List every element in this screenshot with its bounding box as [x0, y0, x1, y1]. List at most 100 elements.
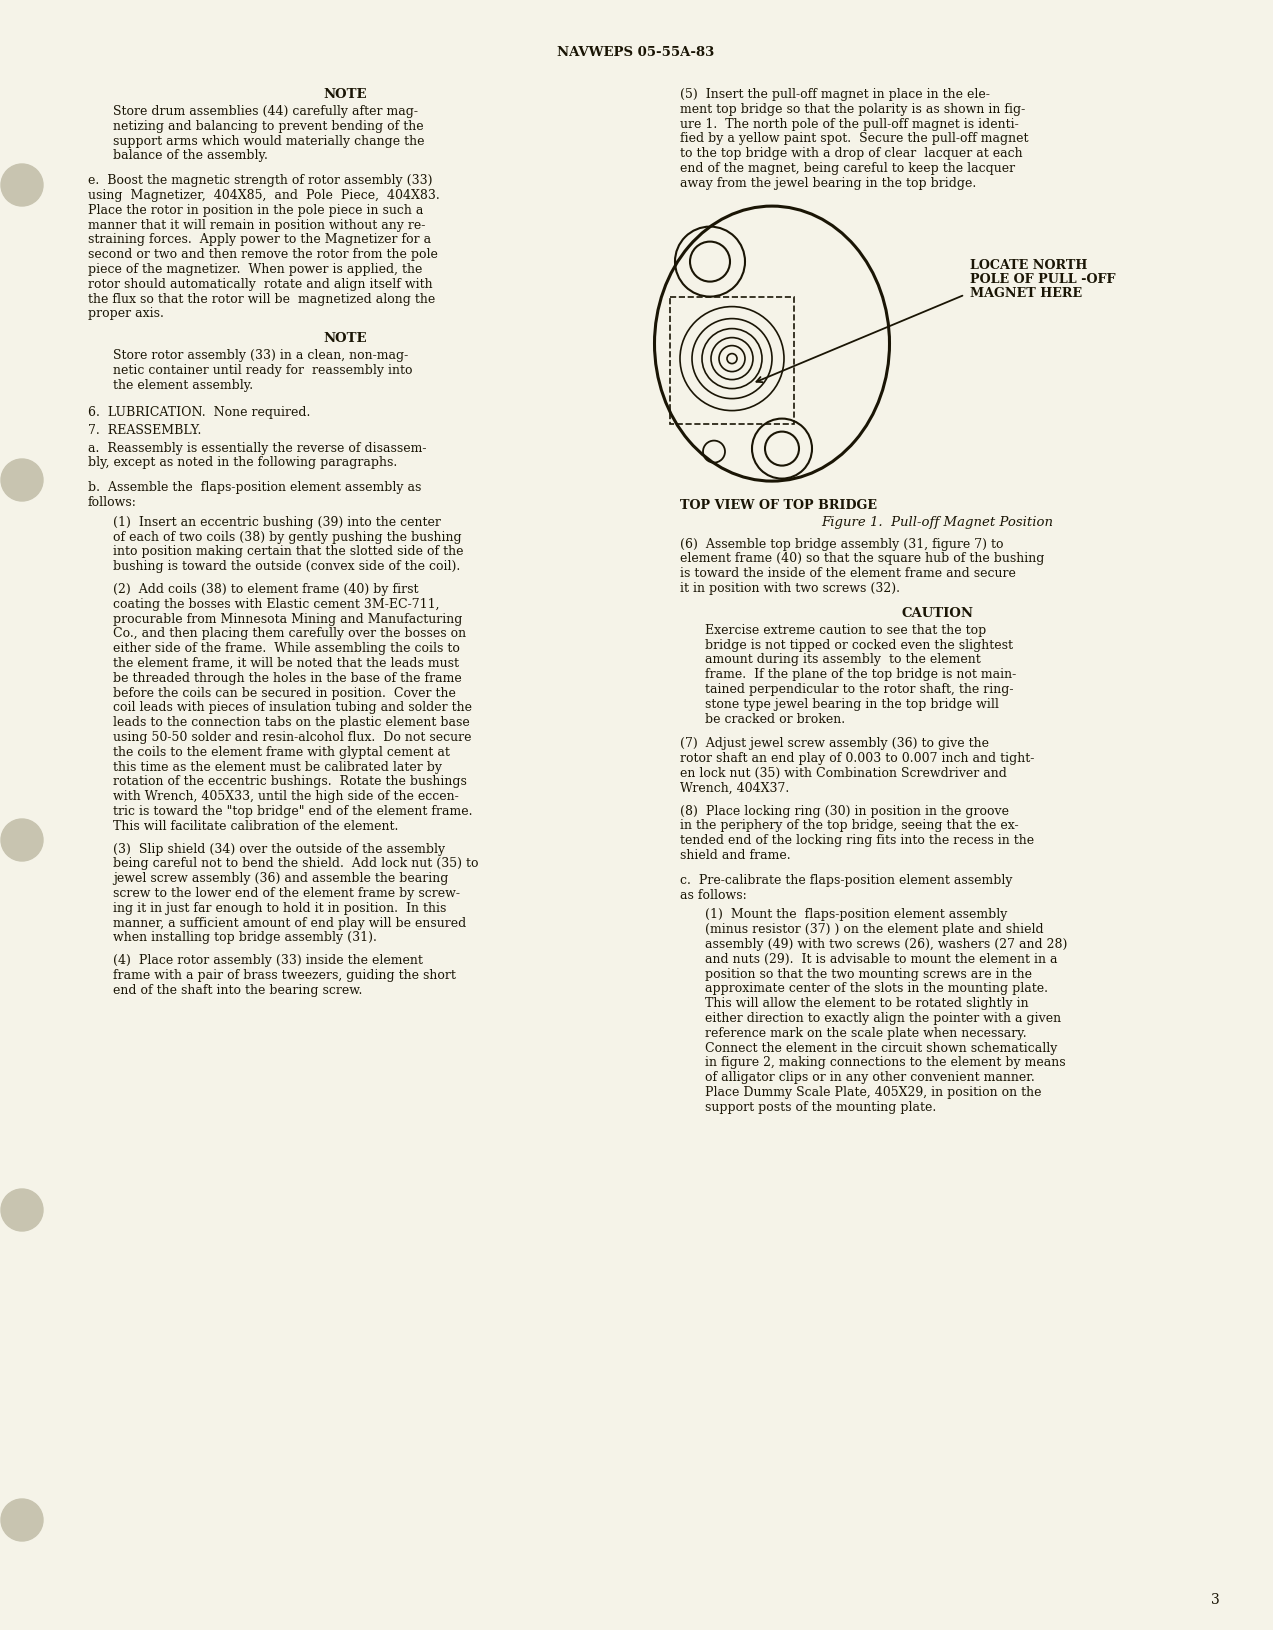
- Bar: [670, 297, 794, 424]
- Text: Figure 1.  Pull-off Magnet Position: Figure 1. Pull-off Magnet Position: [821, 515, 1054, 528]
- Circle shape: [1, 165, 43, 205]
- Text: procurable from Minnesota Mining and Manufacturing: procurable from Minnesota Mining and Man…: [113, 613, 462, 626]
- Text: using  Magnetizer,  404X85,  and  Pole  Piece,  404X83.: using Magnetizer, 404X85, and Pole Piece…: [88, 189, 439, 202]
- Text: (5)  Insert the pull-off magnet in place in the ele-: (5) Insert the pull-off magnet in place …: [680, 88, 990, 101]
- Text: ure 1.  The north pole of the pull-off magnet is identi-: ure 1. The north pole of the pull-off ma…: [680, 117, 1018, 130]
- Circle shape: [1, 1188, 43, 1231]
- Text: with Wrench, 405X33, until the high side of the eccen-: with Wrench, 405X33, until the high side…: [113, 791, 458, 804]
- Text: frame.  If the plane of the top bridge is not main-: frame. If the plane of the top bridge is…: [705, 668, 1016, 681]
- Text: c.  Pre-calibrate the flaps-position element assembly: c. Pre-calibrate the flaps-position elem…: [680, 874, 1012, 887]
- Text: coil leads with pieces of insulation tubing and solder the: coil leads with pieces of insulation tub…: [113, 701, 472, 714]
- Text: (minus resistor (37) ) on the element plate and shield: (minus resistor (37) ) on the element pl…: [705, 923, 1044, 936]
- Text: LOCATE NORTH: LOCATE NORTH: [970, 259, 1087, 272]
- Text: stone type jewel bearing in the top bridge will: stone type jewel bearing in the top brid…: [705, 698, 999, 711]
- Text: end of the shaft into the bearing screw.: end of the shaft into the bearing screw.: [113, 985, 363, 998]
- Text: support arms which would materially change the: support arms which would materially chan…: [113, 135, 424, 148]
- Text: This will allow the element to be rotated slightly in: This will allow the element to be rotate…: [705, 998, 1029, 1011]
- Text: tric is toward the "top bridge" end of the element frame.: tric is toward the "top bridge" end of t…: [113, 805, 472, 818]
- Text: amount during its assembly  to the element: amount during its assembly to the elemen…: [705, 654, 980, 667]
- Text: manner that it will remain in position without any re-: manner that it will remain in position w…: [88, 218, 425, 231]
- Text: assembly (49) with two screws (26), washers (27 and 28): assembly (49) with two screws (26), wash…: [705, 937, 1067, 950]
- Text: NOTE: NOTE: [323, 88, 367, 101]
- Text: tended end of the locking ring fits into the recess in the: tended end of the locking ring fits into…: [680, 835, 1034, 848]
- Text: (3)  Slip shield (34) over the outside of the assembly: (3) Slip shield (34) over the outside of…: [113, 843, 446, 856]
- Text: either direction to exactly align the pointer with a given: either direction to exactly align the po…: [705, 1012, 1062, 1025]
- Circle shape: [1, 818, 43, 861]
- Text: b.  Assemble the  flaps-position element assembly as: b. Assemble the flaps-position element a…: [88, 481, 421, 494]
- Text: being careful not to bend the shield.  Add lock nut (35) to: being careful not to bend the shield. Ad…: [113, 857, 479, 870]
- Text: ing it in just far enough to hold it in position.  In this: ing it in just far enough to hold it in …: [113, 901, 447, 914]
- Text: the element assembly.: the element assembly.: [113, 378, 253, 391]
- Text: to the top bridge with a drop of clear  lacquer at each: to the top bridge with a drop of clear l…: [680, 147, 1022, 160]
- Text: piece of the magnetizer.  When power is applied, the: piece of the magnetizer. When power is a…: [88, 262, 423, 275]
- Text: follows:: follows:: [88, 496, 137, 509]
- Text: rotation of the eccentric bushings.  Rotate the bushings: rotation of the eccentric bushings. Rota…: [113, 776, 467, 789]
- Text: when installing top bridge assembly (31).: when installing top bridge assembly (31)…: [113, 931, 377, 944]
- Text: ment top bridge so that the polarity is as shown in fig-: ment top bridge so that the polarity is …: [680, 103, 1025, 116]
- Text: element frame (40) so that the square hub of the bushing: element frame (40) so that the square hu…: [680, 553, 1044, 566]
- Text: it in position with two screws (32).: it in position with two screws (32).: [680, 582, 900, 595]
- Text: proper axis.: proper axis.: [88, 308, 164, 321]
- Text: (7)  Adjust jewel screw assembly (36) to give the: (7) Adjust jewel screw assembly (36) to …: [680, 737, 989, 750]
- Text: into position making certain that the slotted side of the: into position making certain that the sl…: [113, 546, 463, 559]
- Text: bridge is not tipped or cocked even the slightest: bridge is not tipped or cocked even the …: [705, 639, 1013, 652]
- Text: screw to the lower end of the element frame by screw-: screw to the lower end of the element fr…: [113, 887, 460, 900]
- Text: 6.  LUBRICATION.  None required.: 6. LUBRICATION. None required.: [88, 406, 311, 419]
- Text: be cracked or broken.: be cracked or broken.: [705, 712, 845, 725]
- Text: rotor should automatically  rotate and align itself with: rotor should automatically rotate and al…: [88, 277, 433, 290]
- Text: en lock nut (35) with Combination Screwdriver and: en lock nut (35) with Combination Screwd…: [680, 768, 1007, 781]
- Text: e.  Boost the magnetic strength of rotor assembly (33): e. Boost the magnetic strength of rotor …: [88, 174, 433, 187]
- Text: as follows:: as follows:: [680, 888, 747, 901]
- Text: Place the rotor in position in the pole piece in such a: Place the rotor in position in the pole …: [88, 204, 424, 217]
- Text: 3: 3: [1211, 1593, 1220, 1607]
- Text: Exercise extreme caution to see that the top: Exercise extreme caution to see that the…: [705, 624, 987, 637]
- Text: rotor shaft an end play of 0.003 to 0.007 inch and tight-: rotor shaft an end play of 0.003 to 0.00…: [680, 751, 1035, 764]
- Text: (1)  Mount the  flaps-position element assembly: (1) Mount the flaps-position element ass…: [705, 908, 1007, 921]
- Text: using 50-50 solder and resin-alcohol flux.  Do not secure: using 50-50 solder and resin-alcohol flu…: [113, 730, 471, 743]
- Text: (6)  Assemble top bridge assembly (31, figure 7) to: (6) Assemble top bridge assembly (31, fi…: [680, 538, 1003, 551]
- Text: bushing is toward the outside (convex side of the coil).: bushing is toward the outside (convex si…: [113, 561, 461, 574]
- Circle shape: [1, 1500, 43, 1540]
- Text: in figure 2, making connections to the element by means: in figure 2, making connections to the e…: [705, 1056, 1066, 1069]
- Text: 7.  REASSEMBLY.: 7. REASSEMBLY.: [88, 424, 201, 437]
- Text: tained perpendicular to the rotor shaft, the ring-: tained perpendicular to the rotor shaft,…: [705, 683, 1013, 696]
- Text: in the periphery of the top bridge, seeing that the ex-: in the periphery of the top bridge, seei…: [680, 820, 1018, 833]
- Text: (1)  Insert an eccentric bushing (39) into the center: (1) Insert an eccentric bushing (39) int…: [113, 515, 440, 528]
- Text: This will facilitate calibration of the element.: This will facilitate calibration of the …: [113, 820, 398, 833]
- Text: shield and frame.: shield and frame.: [680, 849, 791, 862]
- Text: fied by a yellow paint spot.  Secure the pull-off magnet: fied by a yellow paint spot. Secure the …: [680, 132, 1029, 145]
- Text: leads to the connection tabs on the plastic element base: leads to the connection tabs on the plas…: [113, 716, 470, 729]
- Text: support posts of the mounting plate.: support posts of the mounting plate.: [705, 1100, 936, 1113]
- Text: of each of two coils (38) by gently pushing the bushing: of each of two coils (38) by gently push…: [113, 531, 462, 543]
- Text: (8)  Place locking ring (30) in position in the groove: (8) Place locking ring (30) in position …: [680, 805, 1009, 818]
- Text: position so that the two mounting screws are in the: position so that the two mounting screws…: [705, 968, 1032, 981]
- Text: netic container until ready for  reassembly into: netic container until ready for reassemb…: [113, 363, 412, 377]
- Text: (2)  Add coils (38) to element frame (40) by first: (2) Add coils (38) to element frame (40)…: [113, 584, 419, 597]
- Text: this time as the element must be calibrated later by: this time as the element must be calibra…: [113, 761, 442, 774]
- Text: Place Dummy Scale Plate, 405X29, in position on the: Place Dummy Scale Plate, 405X29, in posi…: [705, 1086, 1041, 1099]
- Text: bly, except as noted in the following paragraphs.: bly, except as noted in the following pa…: [88, 456, 397, 469]
- Text: second or two and then remove the rotor from the pole: second or two and then remove the rotor …: [88, 248, 438, 261]
- Text: Connect the element in the circuit shown schematically: Connect the element in the circuit shown…: [705, 1042, 1058, 1055]
- Text: approximate center of the slots in the mounting plate.: approximate center of the slots in the m…: [705, 983, 1048, 996]
- Text: either side of the frame.  While assembling the coils to: either side of the frame. While assembli…: [113, 642, 460, 655]
- Text: manner, a sufficient amount of end play will be ensured: manner, a sufficient amount of end play …: [113, 916, 466, 929]
- Text: NOTE: NOTE: [323, 333, 367, 346]
- Text: NAVWEPS 05-55A-83: NAVWEPS 05-55A-83: [558, 46, 714, 59]
- Text: TOP VIEW OF TOP BRIDGE: TOP VIEW OF TOP BRIDGE: [680, 499, 877, 512]
- Text: Store rotor assembly (33) in a clean, non-mag-: Store rotor assembly (33) in a clean, no…: [113, 349, 409, 362]
- Text: POLE OF PULL -OFF: POLE OF PULL -OFF: [970, 272, 1115, 285]
- Text: of alligator clips or in any other convenient manner.: of alligator clips or in any other conve…: [705, 1071, 1035, 1084]
- Text: coating the bosses with Elastic cement 3M-EC-711,: coating the bosses with Elastic cement 3…: [113, 598, 439, 611]
- Text: straining forces.  Apply power to the Magnetizer for a: straining forces. Apply power to the Mag…: [88, 233, 432, 246]
- Text: a.  Reassembly is essentially the reverse of disassem-: a. Reassembly is essentially the reverse…: [88, 442, 426, 455]
- Text: the flux so that the rotor will be  magnetized along the: the flux so that the rotor will be magne…: [88, 293, 435, 305]
- Text: Co., and then placing them carefully over the bosses on: Co., and then placing them carefully ove…: [113, 628, 466, 641]
- Text: reference mark on the scale plate when necessary.: reference mark on the scale plate when n…: [705, 1027, 1026, 1040]
- Text: before the coils can be secured in position.  Cover the: before the coils can be secured in posit…: [113, 686, 456, 699]
- Text: (4)  Place rotor assembly (33) inside the element: (4) Place rotor assembly (33) inside the…: [113, 954, 423, 967]
- Text: be threaded through the holes in the base of the frame: be threaded through the holes in the bas…: [113, 672, 462, 685]
- Text: end of the magnet, being careful to keep the lacquer: end of the magnet, being careful to keep…: [680, 161, 1015, 174]
- Text: netizing and balancing to prevent bending of the: netizing and balancing to prevent bendin…: [113, 119, 424, 132]
- Text: balance of the assembly.: balance of the assembly.: [113, 150, 267, 163]
